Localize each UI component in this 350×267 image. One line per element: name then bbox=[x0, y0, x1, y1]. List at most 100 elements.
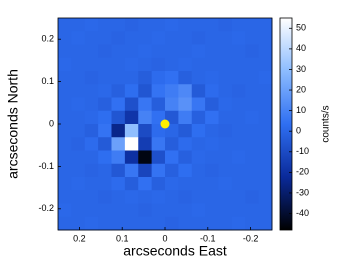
heat-cell bbox=[218, 150, 233, 165]
heat-cell bbox=[111, 124, 126, 138]
heat-cell bbox=[218, 124, 233, 138]
heat-cell bbox=[138, 71, 153, 85]
heat-cell bbox=[258, 18, 273, 32]
heat-cell bbox=[165, 97, 179, 112]
heat-cell bbox=[178, 97, 193, 112]
colorbar-tick-label: -20 bbox=[296, 167, 309, 177]
heat-cell bbox=[98, 44, 112, 59]
heat-cell bbox=[98, 190, 112, 204]
heat-cell bbox=[205, 163, 219, 178]
heat-cell bbox=[191, 44, 206, 59]
heat-cell bbox=[98, 97, 112, 112]
heat-cell bbox=[138, 110, 153, 125]
heat-cell bbox=[205, 71, 219, 85]
colorbar-tick-label: -30 bbox=[296, 187, 309, 197]
heat-cell bbox=[151, 150, 166, 165]
heat-cell bbox=[231, 31, 246, 45]
heat-cell bbox=[231, 190, 246, 204]
heat-cell bbox=[151, 97, 166, 112]
heat-cell bbox=[138, 44, 153, 59]
heat-cell bbox=[124, 18, 139, 32]
heat-cell bbox=[178, 150, 193, 165]
heat-cell bbox=[205, 203, 219, 218]
heat-cell bbox=[258, 84, 273, 98]
heat-cell bbox=[84, 57, 99, 72]
heat-cell bbox=[178, 44, 193, 59]
heat-cell bbox=[98, 31, 112, 45]
heat-cell bbox=[245, 110, 260, 125]
heat-cell bbox=[151, 137, 166, 151]
heat-cell bbox=[205, 84, 219, 98]
heat-cell bbox=[124, 31, 139, 45]
heat-cell bbox=[178, 110, 193, 125]
heat-cell bbox=[218, 84, 233, 98]
heat-cell bbox=[138, 31, 153, 45]
heat-cell bbox=[258, 124, 273, 138]
heat-cell bbox=[124, 57, 139, 72]
heat-cell bbox=[111, 31, 126, 45]
heat-cell bbox=[124, 110, 139, 125]
heat-cell bbox=[151, 44, 166, 59]
heat-cell bbox=[71, 57, 86, 72]
heat-cell bbox=[205, 97, 219, 112]
heat-cell bbox=[231, 163, 246, 178]
heat-cell bbox=[231, 137, 246, 151]
heat-cell bbox=[191, 57, 206, 72]
heat-cell bbox=[58, 84, 72, 98]
heat-cell bbox=[71, 44, 86, 59]
heat-cell bbox=[138, 190, 153, 204]
colorbar bbox=[279, 17, 293, 231]
heat-cell bbox=[218, 97, 233, 112]
heat-cell bbox=[245, 44, 260, 59]
heat-cell bbox=[178, 124, 193, 138]
heat-cell bbox=[111, 203, 126, 218]
heat-cell bbox=[218, 71, 233, 85]
colorbar-tick-label: 20 bbox=[296, 84, 306, 94]
heat-cell bbox=[58, 203, 72, 218]
heat-cell bbox=[84, 137, 99, 151]
colorbar-tick-label: 0 bbox=[296, 126, 301, 136]
heat-cell bbox=[71, 110, 86, 125]
heat-cell bbox=[98, 216, 112, 231]
heat-cell bbox=[245, 137, 260, 151]
heat-cell bbox=[191, 203, 206, 218]
heat-cell bbox=[58, 150, 72, 165]
heat-cell bbox=[245, 84, 260, 98]
heat-cell bbox=[165, 137, 179, 151]
heat-cell bbox=[165, 110, 179, 125]
heat-cell bbox=[218, 31, 233, 45]
heat-cell bbox=[205, 18, 219, 32]
heat-cell bbox=[178, 190, 193, 204]
heat-cell bbox=[84, 216, 99, 231]
heat-cell bbox=[165, 44, 179, 59]
heat-cell bbox=[231, 150, 246, 165]
heat-cell bbox=[111, 84, 126, 98]
heat-cell bbox=[84, 190, 99, 204]
heat-cell bbox=[218, 57, 233, 72]
heat-cell bbox=[218, 203, 233, 218]
heat-cell bbox=[124, 124, 139, 138]
x-axis-label: arcseconds East bbox=[123, 243, 227, 259]
heat-cell bbox=[84, 163, 99, 178]
colorbar-tick-label: 40 bbox=[296, 43, 306, 53]
heat-cell bbox=[245, 124, 260, 138]
heat-cell bbox=[71, 124, 86, 138]
heat-cell bbox=[151, 163, 166, 178]
heat-cell bbox=[111, 163, 126, 178]
heat-cell bbox=[231, 71, 246, 85]
y-tick-label: 0.1 bbox=[41, 76, 54, 86]
heat-cell bbox=[138, 150, 153, 165]
colorbar-tick-label: -40 bbox=[296, 208, 309, 218]
heat-cell bbox=[191, 124, 206, 138]
heat-cell bbox=[165, 177, 179, 191]
x-tick-label: -0.2 bbox=[243, 233, 259, 243]
heat-cell bbox=[111, 57, 126, 72]
heat-cell bbox=[71, 177, 86, 191]
heat-cell bbox=[71, 150, 86, 165]
heat-cell bbox=[178, 31, 193, 45]
heat-cell bbox=[58, 97, 72, 112]
heat-cell bbox=[111, 190, 126, 204]
heat-cell bbox=[165, 57, 179, 72]
